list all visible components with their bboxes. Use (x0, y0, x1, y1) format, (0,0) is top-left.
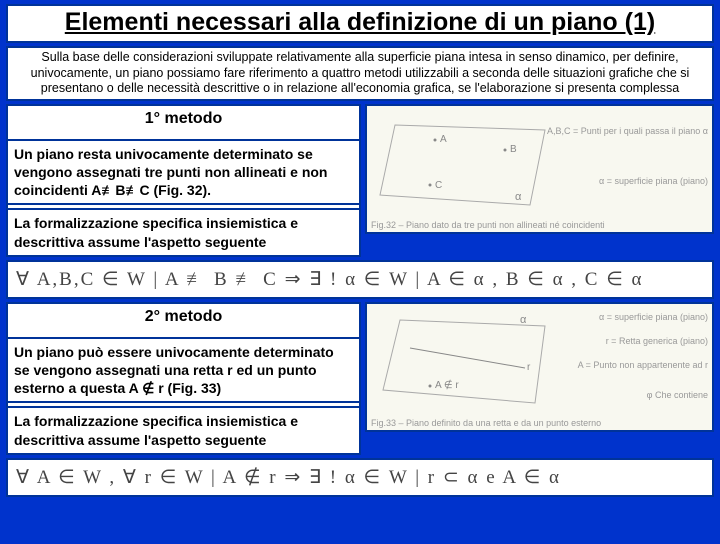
fig32-legend-1: A,B,C = Punti per i quali passa il piano… (547, 126, 708, 138)
method1-formula: ∀ A,B,C ∈ W | A ≢ B ≢ C ⇒ ∃ ! α ∈ W | A … (6, 260, 714, 299)
svg-text:C: C (435, 180, 442, 191)
fig33-legend-1: α = superficie piana (piano) (599, 312, 708, 324)
svg-text:A ∉ r: A ∉ r (435, 379, 459, 391)
method2-text-2: La formalizzazione specifica insiemistic… (6, 406, 361, 454)
title-text: Elementi necessari alla definizione di u… (65, 8, 655, 36)
method2-text-1: Un piano può essere univocamente determi… (6, 337, 361, 404)
page-title: Elementi necessari alla definizione di u… (6, 4, 714, 43)
plane-shape-1: A B C α (375, 110, 555, 220)
plane-shape-2: r A ∉ r α (375, 308, 555, 418)
method1-text-1: Un piano resta univocamente determinato … (6, 139, 361, 206)
fig32-legend-2: α = superficie piana (piano) (599, 176, 708, 188)
fig32-caption: Fig.32 – Piano dato da tre punti non all… (371, 220, 605, 230)
svg-text:B: B (510, 144, 517, 155)
method2-formula: ∀ A ∈ W , ∀ r ∈ W | A ∉ r ⇒ ∃ ! α ∈ W | … (6, 458, 714, 497)
figure-32: A B C α A,B,C = Punti per i quali passa … (365, 104, 714, 234)
fig33-legend-2: r = Retta generica (piano) (606, 336, 708, 348)
intro-text: Sulla base delle considerazioni sviluppa… (31, 50, 690, 95)
fig33-legend-4: φ Che contiene (647, 390, 708, 402)
svg-text:α: α (520, 314, 527, 326)
fig33-legend-3: A = Punto non appartenente ad r (578, 360, 708, 372)
fig33-caption: Fig.33 – Piano definito da una retta e d… (371, 418, 601, 428)
svg-text:α: α (515, 191, 522, 203)
method1-text-2: La formalizzazione specifica insiemistic… (6, 208, 361, 256)
intro-paragraph: Sulla base delle considerazioni sviluppa… (6, 46, 714, 101)
svg-text:r: r (527, 362, 531, 373)
svg-text:A: A (440, 134, 447, 145)
figure-33: r A ∉ r α α = superficie piana (piano) r… (365, 302, 714, 432)
